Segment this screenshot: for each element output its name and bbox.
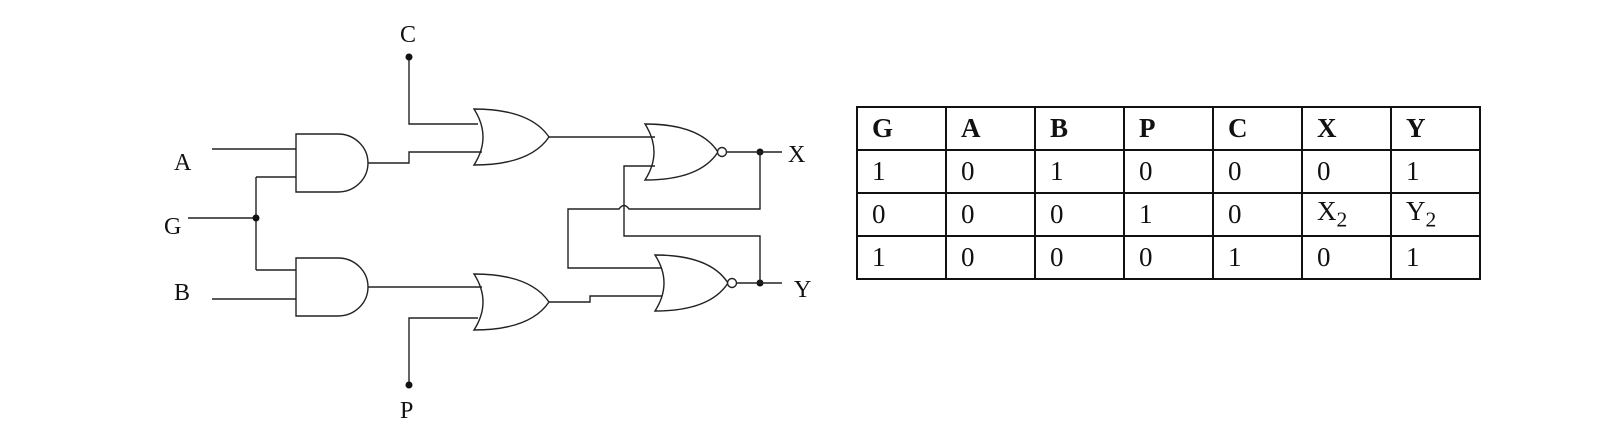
table-cell-subscript: X2 bbox=[1301, 192, 1392, 237]
header-p: P bbox=[1123, 106, 1214, 151]
terminal-p bbox=[405, 381, 413, 389]
truth-table: G A B P C X Y 1 0 1 0 0 0 1 0 0 0 1 0 X2… bbox=[856, 106, 1481, 280]
wire-g bbox=[188, 176, 296, 271]
table-cell: 1 bbox=[1390, 235, 1481, 280]
nor-gate-top bbox=[643, 123, 719, 181]
table-cell: 0 bbox=[1034, 235, 1125, 280]
table-cell: 0 bbox=[1212, 192, 1303, 237]
table-cell: 1 bbox=[856, 149, 947, 194]
table-cell: 0 bbox=[1034, 192, 1125, 237]
output-label-y: Y bbox=[794, 277, 811, 303]
header-y: Y bbox=[1390, 106, 1481, 151]
header-c: C bbox=[1212, 106, 1303, 151]
wire-or-bottom-out bbox=[549, 295, 662, 303]
table-cell: 0 bbox=[945, 149, 1036, 194]
input-label-b: B bbox=[174, 280, 190, 306]
table-cell: 0 bbox=[856, 192, 947, 237]
table-cell: 0 bbox=[1301, 235, 1392, 280]
nor-bottom-bubble bbox=[726, 277, 738, 289]
table-row: 0 0 0 1 0 X2 Y2 bbox=[856, 192, 1481, 237]
table-cell: 1 bbox=[856, 235, 947, 280]
header-x: X bbox=[1301, 106, 1392, 151]
input-label-g: G bbox=[164, 214, 181, 240]
table-cell: 0 bbox=[945, 235, 1036, 280]
table-cell: 0 bbox=[1301, 149, 1392, 194]
or-gate-top bbox=[472, 108, 550, 166]
or-gate-bottom bbox=[472, 273, 550, 331]
feedback-x-to-bottom-nor bbox=[567, 152, 761, 269]
output-label-x: X bbox=[788, 142, 805, 168]
header-b: B bbox=[1034, 106, 1125, 151]
input-label-c: C bbox=[400, 22, 416, 48]
table-cell-subscript: Y2 bbox=[1390, 192, 1481, 237]
table-row: 1 0 1 0 0 0 1 bbox=[856, 149, 1481, 194]
table-cell: 0 bbox=[945, 192, 1036, 237]
table-header-row: G A B P C X Y bbox=[856, 106, 1481, 151]
and-gate-bottom bbox=[295, 257, 369, 317]
wire-c bbox=[408, 57, 478, 125]
wire-p bbox=[408, 317, 478, 385]
table-cell: 1 bbox=[1390, 149, 1481, 194]
nor-gate-bottom bbox=[653, 254, 729, 312]
nor-top-bubble bbox=[716, 146, 728, 158]
table-cell: 1 bbox=[1034, 149, 1125, 194]
table-row: 1 0 0 0 1 0 1 bbox=[856, 235, 1481, 280]
junction-g bbox=[252, 214, 260, 222]
logic-circuit-diagram: C A G B P X Y bbox=[164, 22, 811, 424]
feedback-y-to-top-nor bbox=[623, 165, 761, 283]
table-cell: 1 bbox=[1123, 192, 1214, 237]
wire-and-top-out bbox=[368, 151, 482, 164]
input-label-a: A bbox=[174, 150, 192, 176]
and-gate-top bbox=[295, 133, 369, 193]
header-g: G bbox=[856, 106, 947, 151]
header-a: A bbox=[945, 106, 1036, 151]
table-cell: 1 bbox=[1212, 235, 1303, 280]
table-cell: 0 bbox=[1123, 235, 1214, 280]
table-cell: 0 bbox=[1123, 149, 1214, 194]
terminal-c bbox=[405, 53, 413, 61]
input-label-p: P bbox=[400, 398, 413, 424]
table-cell: 0 bbox=[1212, 149, 1303, 194]
